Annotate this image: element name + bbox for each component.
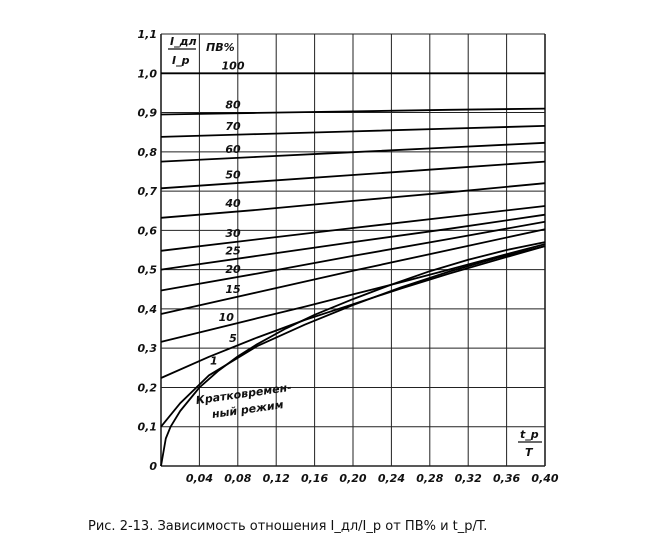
series-label-pv-25: 25	[225, 244, 241, 257]
series-line-pv-30	[160, 205, 546, 252]
series-label-pv-15: 15	[225, 283, 241, 296]
series-label-pv-80: 80	[225, 98, 241, 111]
series-line-pv-25	[160, 213, 546, 271]
x-tick-label: 0,12	[263, 472, 290, 485]
y-tick-label: 0,7	[138, 185, 158, 198]
y-tick-label: 1,0	[138, 67, 158, 80]
series-line-pv-15	[160, 228, 546, 315]
series-label-pv-60: 60	[225, 143, 241, 156]
series-line-pv-20	[160, 220, 546, 292]
y-axis-label: I_дл I_р	[168, 35, 197, 67]
series-label-pv-50: 50	[225, 168, 241, 181]
series-line-pv-1	[160, 245, 546, 428]
series-label-pv-70: 70	[225, 120, 241, 133]
series-line-pv-60	[160, 141, 546, 163]
series-label-pv-100: 100	[222, 59, 245, 72]
series-line-short-term	[160, 241, 546, 467]
y-axis-label-num: I_дл	[170, 35, 197, 48]
series-labels: 100 80 70 60 50 40 30 25 20 15 10 51	[210, 59, 245, 367]
x-tick-label: 0,20	[339, 472, 366, 485]
y-tick-label: 0,2	[138, 381, 158, 394]
y-tick-label: 0	[149, 460, 157, 473]
x-tick-label: 0,40	[531, 472, 558, 485]
x-tick-label: 0,08	[224, 472, 251, 485]
y-tick-label: 0,8	[138, 146, 158, 159]
x-tick-label: 0,24	[378, 472, 405, 485]
series-label-pv-40: 40	[224, 197, 241, 210]
x-tick-label: 0,36	[493, 472, 520, 485]
x-tick-label: 0,28	[416, 472, 443, 485]
y-tick-label: 0,4	[138, 303, 158, 316]
series-label-pv-1: 1	[210, 354, 218, 367]
x-tick-label: 0,16	[301, 472, 328, 485]
x-tick-label: 0,32	[455, 472, 482, 485]
y-tick-label: 0,5	[138, 264, 158, 277]
x-axis-label-num: t_р	[520, 428, 539, 441]
series-line-pv-80	[160, 107, 546, 116]
figure-caption: Рис. 2-13. Зависимость отношения I_дл/I_…	[88, 519, 487, 534]
series-label-pv-5: 5	[229, 332, 237, 345]
series-lines	[160, 72, 546, 467]
y-tick-label: 0,9	[138, 107, 158, 120]
tick-labels: 0,04 0,08 0,12 0,16 0,20 0,24 0,28 0,32 0,36 0,40…	[138, 28, 559, 485]
series-label-pv-20: 20	[225, 263, 241, 276]
y-tick-label: 0,1	[138, 421, 158, 434]
x-tick-label: 0,04	[186, 472, 213, 485]
series-line-pv-70	[160, 125, 546, 138]
y-tick-label: 1,1	[138, 28, 158, 41]
series-label-pv-10: 10	[219, 311, 235, 324]
y-tick-label: 0,3	[138, 342, 158, 355]
series-line-pv-50	[160, 160, 546, 190]
series-label-pv-30: 30	[225, 227, 241, 240]
x-axis-label-den: T	[525, 446, 534, 459]
legend-title: ПВ%	[206, 41, 235, 54]
y-axis-label-den: I_р	[172, 54, 190, 67]
x-axis-label: t_р T	[518, 428, 542, 459]
series-line-pv-10	[160, 243, 546, 343]
y-tick-label: 0,6	[138, 224, 158, 237]
series-line-pv-40	[160, 182, 546, 219]
